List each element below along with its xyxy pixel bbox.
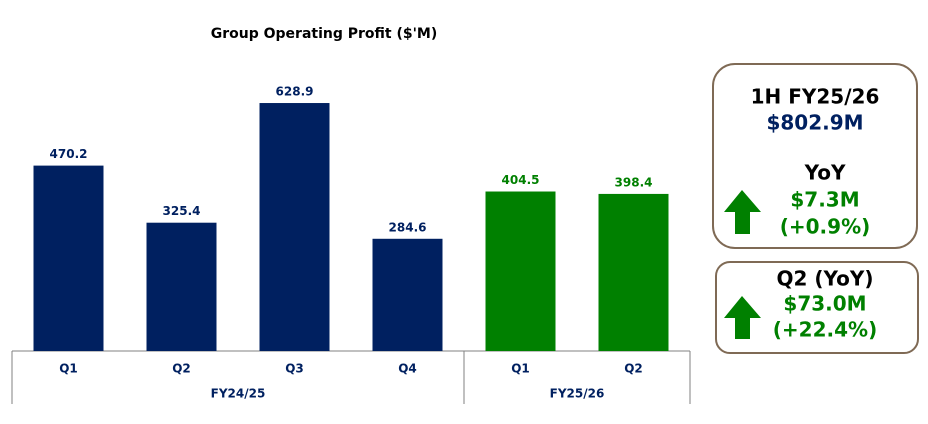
summary-box bbox=[715, 261, 919, 354]
group-label: FY24/25 bbox=[211, 387, 266, 401]
x-tick-label: Q1 bbox=[59, 362, 78, 376]
box-title: Q2 (YoY) bbox=[776, 267, 873, 291]
data-label: 284.6 bbox=[389, 220, 427, 234]
data-label: 325.4 bbox=[163, 204, 201, 218]
x-tick-label: Q2 bbox=[172, 362, 191, 376]
up-arrow bbox=[724, 296, 761, 339]
box-label: YoY bbox=[804, 161, 846, 185]
bar bbox=[485, 191, 556, 351]
up-arrow bbox=[724, 190, 761, 234]
box-pct: (+22.4%) bbox=[773, 318, 877, 342]
x-tick-label: Q3 bbox=[285, 362, 304, 376]
bar bbox=[146, 222, 217, 351]
box-title: 1H FY25/26 bbox=[751, 85, 880, 109]
box-value: $802.9M bbox=[766, 111, 863, 135]
bar bbox=[372, 238, 443, 351]
group-label: FY25/26 bbox=[550, 387, 605, 401]
data-label: 404.5 bbox=[502, 173, 540, 187]
summary-box bbox=[712, 63, 918, 249]
box-change: $7.3M bbox=[790, 188, 859, 212]
box-pct: (+0.9%) bbox=[780, 215, 871, 239]
box-change: $73.0M bbox=[783, 292, 866, 316]
data-label: 398.4 bbox=[615, 175, 653, 189]
data-label: 628.9 bbox=[276, 85, 314, 99]
x-tick-label: Q1 bbox=[511, 362, 530, 376]
x-tick-label: Q4 bbox=[398, 362, 417, 376]
bar bbox=[259, 103, 330, 351]
x-tick-label: Q2 bbox=[624, 362, 643, 376]
bar bbox=[33, 165, 104, 351]
data-label: 470.2 bbox=[50, 147, 88, 161]
chart-title: Group Operating Profit ($'M) bbox=[211, 26, 437, 42]
bar bbox=[598, 193, 669, 351]
